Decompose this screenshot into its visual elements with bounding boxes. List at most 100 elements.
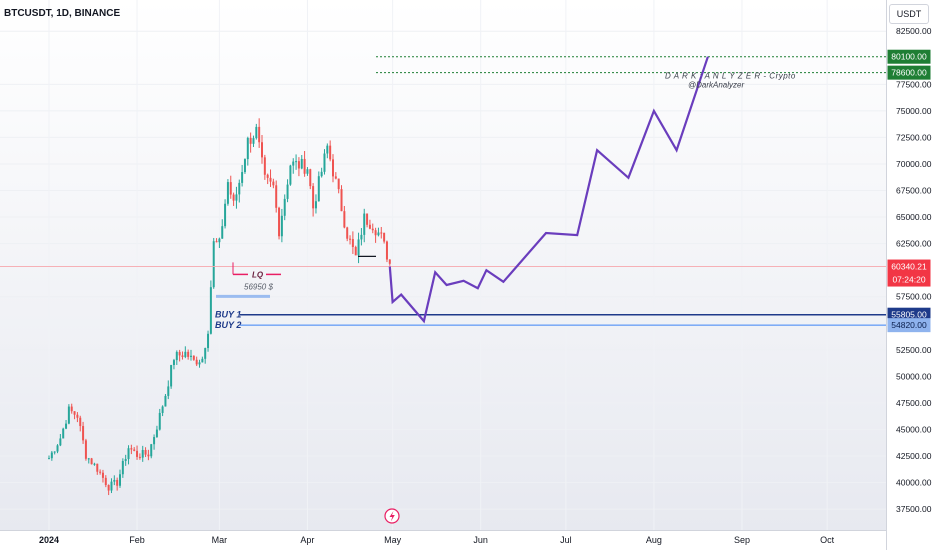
- candle-body: [67, 406, 70, 424]
- candle-body: [50, 452, 53, 459]
- candle-body: [167, 386, 170, 396]
- time-tick-label: Mar: [212, 535, 228, 545]
- time-tick-label: 2024: [39, 535, 59, 545]
- candle-body: [243, 159, 246, 173]
- candle-body: [249, 137, 252, 144]
- price-tick-label: 50000.00: [896, 371, 932, 381]
- candle-body: [215, 241, 218, 243]
- candle-body: [300, 158, 303, 169]
- candle-body: [343, 211, 346, 228]
- candle-body: [101, 472, 104, 478]
- candle-body: [116, 479, 119, 486]
- countdown-badge-bg: [887, 272, 931, 287]
- price-tick-label: 42500.00: [896, 451, 932, 461]
- symbol-title[interactable]: BTCUSDT, 1D, BINANCE: [4, 8, 121, 19]
- time-tick-label: Feb: [129, 535, 145, 545]
- candle-body: [153, 437, 156, 445]
- countdown-badge: 07:24:20: [887, 272, 931, 287]
- candle-body: [198, 362, 201, 365]
- candle-body: [383, 232, 386, 242]
- candle-body: [178, 351, 181, 356]
- candle-body: [351, 239, 354, 248]
- time-tick-label: Apr: [300, 535, 314, 545]
- candle-body: [340, 189, 343, 212]
- projection: [388, 56, 709, 324]
- candle-body: [371, 228, 374, 231]
- lightning-bolt-shape: [389, 511, 395, 522]
- candle-body: [158, 412, 161, 430]
- candle-body: [354, 247, 357, 256]
- candle-body: [329, 145, 332, 160]
- candle-body: [204, 348, 207, 359]
- candle-body: [133, 449, 136, 451]
- candle-body: [309, 169, 312, 187]
- price-tick-label: 70000.00: [896, 159, 932, 169]
- candle-body: [229, 182, 232, 195]
- candle-body: [241, 172, 244, 183]
- candle-body: [255, 126, 258, 139]
- plot-background: [0, 0, 886, 530]
- candles: [48, 118, 391, 496]
- candle-body: [90, 458, 93, 465]
- candle-body: [96, 463, 99, 472]
- candle-body: [48, 458, 50, 460]
- candle-body: [127, 448, 130, 460]
- candle-body: [377, 232, 380, 236]
- candle-body: [218, 238, 221, 243]
- candle-body: [332, 159, 334, 177]
- candle-body: [303, 158, 306, 174]
- time-tick-label: Aug: [646, 535, 662, 545]
- candle-body: [360, 234, 363, 240]
- price-tick-label: 57500.00: [896, 292, 932, 302]
- candle-body: [357, 239, 360, 256]
- time-tick-label: Oct: [820, 535, 835, 545]
- candle-body: [56, 445, 59, 452]
- countdown-badge-text: 07:24:20: [892, 275, 925, 285]
- price-tick-label: 77500.00: [896, 79, 932, 89]
- candle-body: [170, 365, 173, 387]
- candle-body: [76, 414, 79, 418]
- candle-body: [107, 485, 110, 491]
- candle-body: [297, 161, 300, 169]
- candle-body: [53, 451, 56, 453]
- candle-body: [363, 213, 366, 235]
- candle-body: [380, 232, 383, 234]
- candle-body: [130, 448, 133, 450]
- candle-body: [93, 463, 96, 465]
- buy-level-label: BUY 2: [215, 320, 241, 330]
- target-price-badge-bg: [887, 65, 931, 80]
- price-tick-label: 72500.00: [896, 132, 932, 142]
- candle-body: [155, 429, 158, 438]
- currency-selector[interactable]: USDT: [889, 4, 929, 24]
- candle-body: [232, 194, 235, 201]
- buy2-price-badge-bg: [887, 318, 931, 333]
- candle-body: [161, 406, 164, 413]
- candle-body: [70, 406, 73, 412]
- current-price-badge-text: 60340.21: [891, 262, 927, 272]
- candle-body: [366, 213, 369, 225]
- candle-body: [235, 194, 238, 201]
- candle-body: [82, 426, 85, 441]
- candle-body: [147, 454, 150, 457]
- candle-body: [99, 471, 102, 473]
- candle-body: [346, 227, 349, 239]
- candle-body: [113, 479, 116, 482]
- candle-body: [104, 477, 107, 486]
- candle-body: [246, 137, 249, 160]
- target-price-badge-text: 78600.00: [891, 68, 927, 78]
- candle-body: [263, 157, 266, 175]
- candle-body: [306, 169, 309, 174]
- candle-body: [226, 182, 229, 204]
- time-tick-label: Jun: [473, 535, 488, 545]
- candle-body: [164, 395, 167, 407]
- candle-body: [312, 186, 315, 209]
- price-tick-label: 37500.00: [896, 504, 932, 514]
- candle-body: [292, 161, 295, 166]
- time-tick-label: May: [384, 535, 402, 545]
- candle-body: [195, 359, 198, 365]
- lq-price-label: 56950 $: [244, 282, 273, 291]
- candle-body: [87, 458, 90, 460]
